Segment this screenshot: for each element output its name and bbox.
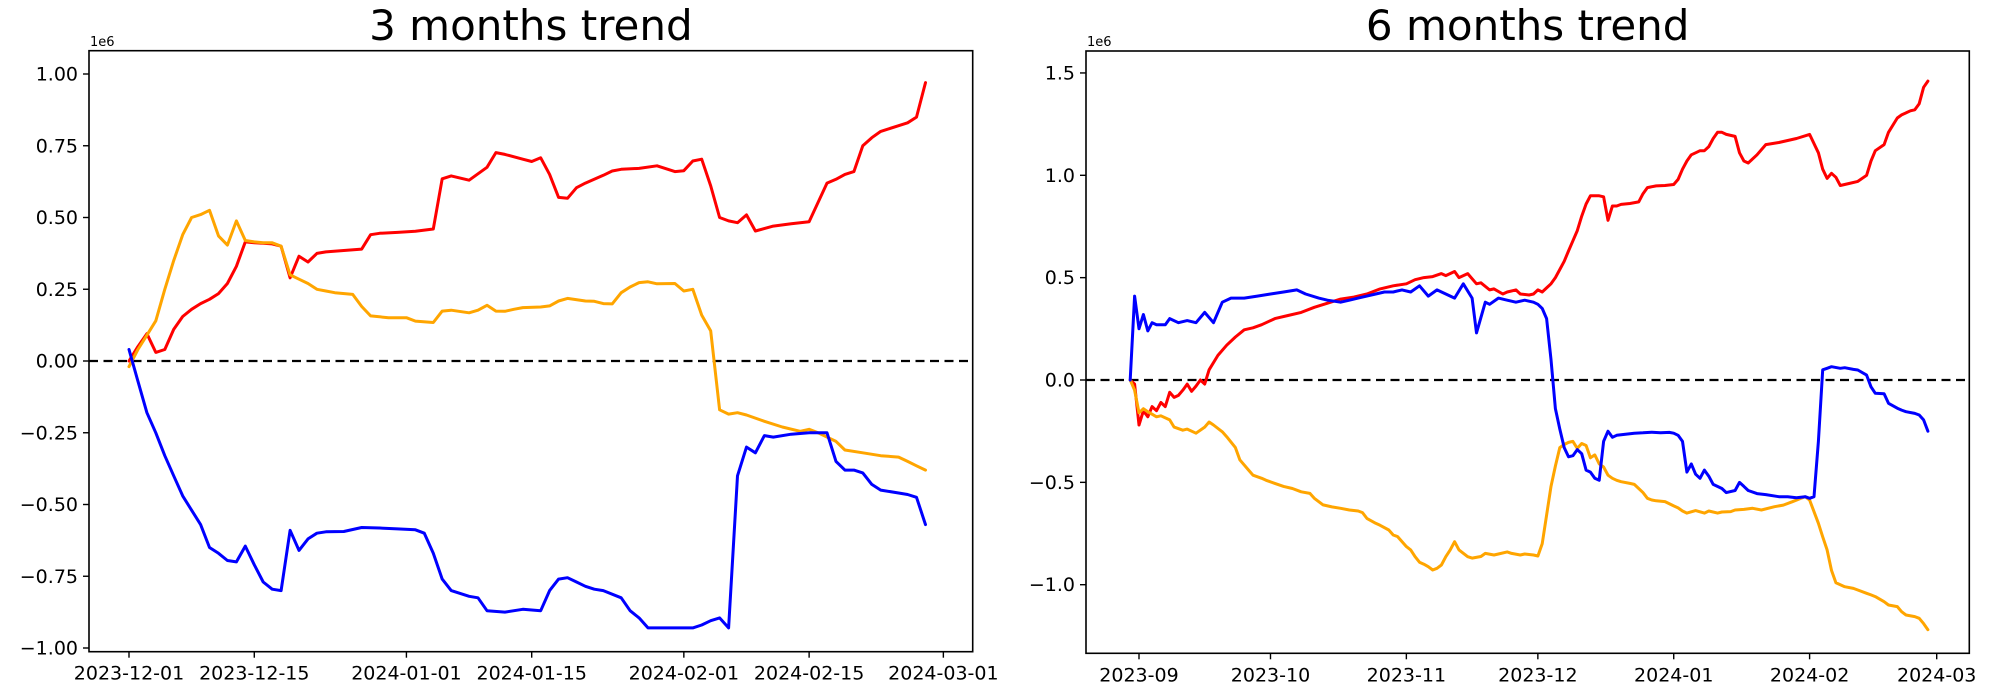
x-tick-label: 2023-12 (1498, 664, 1577, 686)
x-tick-label: 2023-12-01 (74, 663, 184, 685)
red-trend-line (1128, 79, 1930, 427)
orange-trend-line (1128, 378, 1930, 632)
y-tick-label: 0.5 (1045, 267, 1075, 289)
plot-area-6-months: 2023-09 2023-10 2023-11 2023-12 2024-01 2024-… (1029, 50, 1976, 686)
x-tick-label: 2024-02-01 (629, 663, 739, 685)
chart-6-months-trend: 6 months trend 1e6 2023-09 2023-10 2023-11… (1029, 1, 1977, 686)
x-tick-label: 2024-03 (1897, 664, 1976, 686)
plot-border (88, 49, 974, 653)
y-tick-label: −1.00 (20, 638, 78, 660)
x-tick-label: 2023-12-15 (199, 663, 309, 685)
blue-trend-line (127, 348, 927, 630)
x-tick-label: 2024-02 (1770, 664, 1849, 686)
chart-3-months-trend: 3 months trend 1e6 2023-12-01 2023-12-15 2… (20, 1, 999, 685)
x-tick-label: 2024-01-01 (351, 663, 461, 685)
y-tick-label: 1.00 (36, 64, 78, 86)
series-lines (127, 81, 927, 630)
x-tick-label: 2024-01 (1634, 664, 1713, 686)
y-axis-multiplier-label-6-months: 1e6 (1087, 35, 1112, 50)
x-tick-label: 2023-09 (1099, 664, 1178, 686)
y-tick-label: 0.50 (36, 207, 78, 229)
x-tick-label: 2024-02-15 (754, 663, 864, 685)
y-tick-label: 0.25 (36, 279, 78, 301)
chart-title-3-months: 3 months trend (369, 1, 693, 50)
y-tick-label: −0.25 (20, 422, 78, 444)
y-tick-label: 0.75 (36, 135, 78, 157)
red-trend-line (127, 81, 927, 363)
x-tick-label: 2023-10 (1231, 664, 1310, 686)
series-lines (1128, 79, 1930, 632)
y-tick-label: 0.0 (1045, 370, 1075, 392)
y-tick-label: −0.5 (1029, 472, 1075, 494)
y-tick-label: 1.5 (1045, 62, 1075, 84)
x-tick-label: 2023-11 (1367, 664, 1446, 686)
y-tick-label: −0.50 (20, 494, 78, 516)
plot-area-3-months: 2023-12-01 2023-12-15 2024-01-01 2024-01-15… (20, 49, 999, 685)
y-tick-label: −1.0 (1029, 574, 1075, 596)
x-tick-label: 2024-01-15 (476, 663, 586, 685)
chart-title-6-months: 6 months trend (1366, 1, 1690, 50)
blue-trend-line (1128, 282, 1930, 500)
x-tick-label: 2024-03-01 (888, 663, 998, 685)
y-axis-multiplier-label-3-months: 1e6 (90, 35, 115, 50)
y-tick-label: 1.0 (1045, 165, 1075, 187)
y-tick-label: −0.75 (20, 566, 78, 588)
orange-trend-line (127, 208, 927, 472)
plot-border (1085, 50, 1971, 655)
y-tick-label: 0.00 (36, 351, 78, 373)
